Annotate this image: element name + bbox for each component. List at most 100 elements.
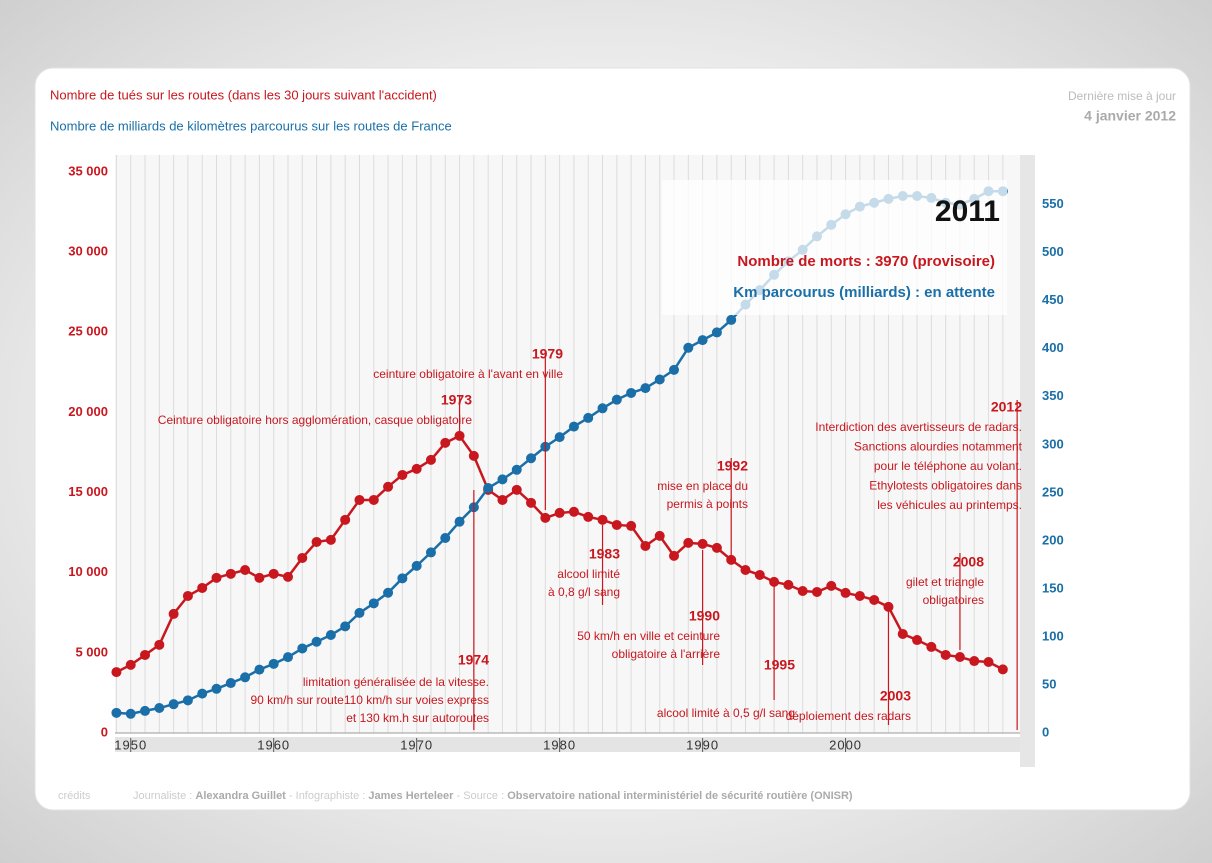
point xyxy=(168,699,179,710)
point xyxy=(125,708,136,719)
point xyxy=(368,598,379,609)
point xyxy=(511,464,522,475)
point xyxy=(440,437,451,448)
point xyxy=(411,463,422,474)
point xyxy=(197,582,208,593)
annotation-text: permis à points xyxy=(667,497,748,511)
annotation-text: les véhicules au printemps. xyxy=(877,498,1022,512)
annotation-text: mise en place du xyxy=(657,479,748,493)
point xyxy=(111,707,122,718)
y-tick-label: 25 000 xyxy=(68,324,108,339)
point xyxy=(383,587,394,598)
point xyxy=(926,641,937,652)
y-tick-label: 30 000 xyxy=(68,244,108,259)
point xyxy=(197,688,208,699)
point xyxy=(325,630,336,641)
y2-tick-label: 50 xyxy=(1042,676,1056,691)
annotation-text: et 130 km.h sur autoroutes xyxy=(346,711,489,725)
footer-name: James Herteleer xyxy=(368,790,454,802)
point xyxy=(597,403,608,414)
y2-tick-label: 350 xyxy=(1042,388,1064,403)
point xyxy=(397,469,408,480)
point xyxy=(354,607,365,618)
y2-tick-label: 100 xyxy=(1042,628,1064,643)
point xyxy=(897,628,908,639)
point xyxy=(268,568,279,579)
annotation-text: alcool limité xyxy=(557,567,620,581)
annotation-text: Interdiction des avertisseurs de radars. xyxy=(815,420,1022,434)
point xyxy=(340,514,351,525)
y2-tick-label: 250 xyxy=(1042,484,1064,499)
point xyxy=(583,412,594,423)
footer-name: Alexandra Guillet xyxy=(195,790,286,802)
y-tick-label: 0 xyxy=(101,724,108,739)
y2-tick-label: 400 xyxy=(1042,340,1064,355)
point xyxy=(554,432,565,443)
point xyxy=(511,484,522,495)
point xyxy=(754,569,765,580)
annotation-year: 1973 xyxy=(441,392,472,408)
point xyxy=(997,664,1008,675)
annotation-year: 2012 xyxy=(991,399,1022,415)
point xyxy=(626,387,637,398)
point xyxy=(454,516,465,527)
y2-tick-label: 0 xyxy=(1042,724,1049,739)
annotation-text: gilet et triangle xyxy=(906,575,984,589)
y-tick-label: 20 000 xyxy=(68,404,108,419)
y-tick-label: 5 000 xyxy=(75,644,108,659)
point xyxy=(840,587,851,598)
point xyxy=(211,572,222,583)
annotation-text: 50 km/h en ville et ceinture xyxy=(577,629,720,643)
point xyxy=(669,550,680,561)
point xyxy=(225,678,236,689)
x-band xyxy=(115,737,1020,752)
point xyxy=(383,481,394,492)
y2-tick-label: 500 xyxy=(1042,244,1064,259)
point xyxy=(297,643,308,654)
point xyxy=(140,705,151,716)
point xyxy=(397,573,408,584)
point xyxy=(811,586,822,597)
point xyxy=(826,580,837,591)
point xyxy=(568,506,579,517)
point xyxy=(526,497,537,508)
point xyxy=(912,635,923,646)
point xyxy=(282,652,293,663)
point xyxy=(211,683,222,694)
annotation-year: 1974 xyxy=(458,652,489,668)
annotation-year: 1995 xyxy=(764,657,795,673)
point xyxy=(640,383,651,394)
highlight-deaths: Nombre de morts : 3970 (provisoire) xyxy=(737,253,995,270)
point xyxy=(440,532,451,543)
update-label: Dernière mise à jour xyxy=(1068,89,1176,103)
point xyxy=(983,656,994,667)
point xyxy=(640,540,651,551)
annotation-year: 1979 xyxy=(532,346,563,362)
x-tick-label: 1960 xyxy=(257,737,290,752)
annotation-text: Ceinture obligatoire hors agglomération,… xyxy=(158,413,473,427)
point xyxy=(554,507,565,518)
point xyxy=(940,649,951,660)
footer-text: - Source : xyxy=(453,790,507,802)
y-tick-label: 35 000 xyxy=(68,163,108,178)
point xyxy=(683,537,694,548)
y-tick-label: 15 000 xyxy=(68,484,108,499)
annotation-text: déploiement des radars xyxy=(786,709,911,723)
update-date: 4 janvier 2012 xyxy=(1084,108,1176,124)
point xyxy=(583,511,594,522)
x-tick-label: 1980 xyxy=(543,737,576,752)
point xyxy=(411,560,422,571)
point xyxy=(697,335,708,346)
point xyxy=(154,639,165,650)
point xyxy=(797,585,808,596)
point xyxy=(697,538,708,549)
point xyxy=(182,695,193,706)
annotation-year: 1983 xyxy=(589,546,620,562)
point xyxy=(254,664,265,675)
point xyxy=(626,520,637,531)
point xyxy=(954,652,965,663)
x-tick-label: 1970 xyxy=(400,737,433,752)
point xyxy=(497,494,508,505)
point xyxy=(282,571,293,582)
point xyxy=(611,519,622,530)
